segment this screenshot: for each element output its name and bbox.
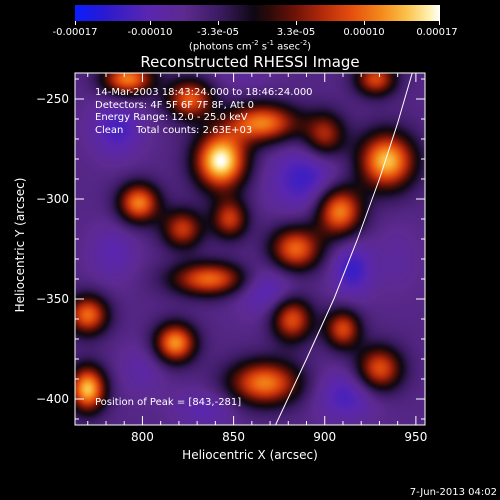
colorbar-tick-label: 0.00010 [343,27,385,38]
colorbar-tick-label: -3.3e-05 [197,27,239,38]
solar-limb-line [275,73,413,425]
colorbar-tick [75,21,76,25]
colorbar-tick-label: 0.00017 [416,27,458,38]
total-counts-text: Clean Total counts: 2.63E+03 [95,124,253,136]
colorbar-gradient [75,5,440,21]
chart-title: Reconstructed RHESSI Image [140,53,360,71]
x-tick-label: 850 [222,430,245,444]
colorbar-tick [439,21,440,25]
x-tick-label: 950 [404,430,427,444]
colorbar-tick [364,21,365,25]
detectors-text: Detectors: 4F 5F 6F 7F 8F, Att 0 [95,99,255,111]
colorbar-tick-label: 3.3e-05 [276,27,316,38]
y-axis-label: Heliocentric Y (arcsec) [13,177,27,313]
colorbar-tick-label: -0.00010 [127,27,173,38]
x-axis-label: Heliocentric X (arcsec) [182,448,318,462]
y-tick-label: −300 [36,192,69,206]
colorbar-units: (photons cm-2 s-1 asec-2) [188,39,312,53]
colorbar-tick-label: -0.00017 [52,27,98,38]
time-range-text: 14-Mar-2003 18:43:24.000 to 18:46:24.000 [95,87,313,98]
colorbar-tick [150,21,151,25]
timestamp: 7-Jun-2013 04:02 [409,487,497,498]
x-tick-label: 800 [131,430,154,444]
observation-info: 14-Mar-2003 18:43:24.000 to 18:46:24.000… [95,87,313,137]
peak-position-text: Position of Peak = [843,-281] [95,397,242,408]
heatmap-image [75,73,425,425]
colorbar-tick [296,21,297,25]
y-tick-label: −250 [36,92,69,106]
y-tick-label: −400 [36,392,69,406]
x-tick-label: 900 [313,430,336,444]
axes: 800 850 900 950 −250 −300 −350 −400 [36,73,427,444]
plot-frame [74,72,426,426]
energy-range-text: Energy Range: 12.0 - 25.0 keV [95,112,248,123]
y-tick-label: −350 [36,292,69,306]
colorbar-tick [218,21,219,25]
colorbar [75,5,440,25]
